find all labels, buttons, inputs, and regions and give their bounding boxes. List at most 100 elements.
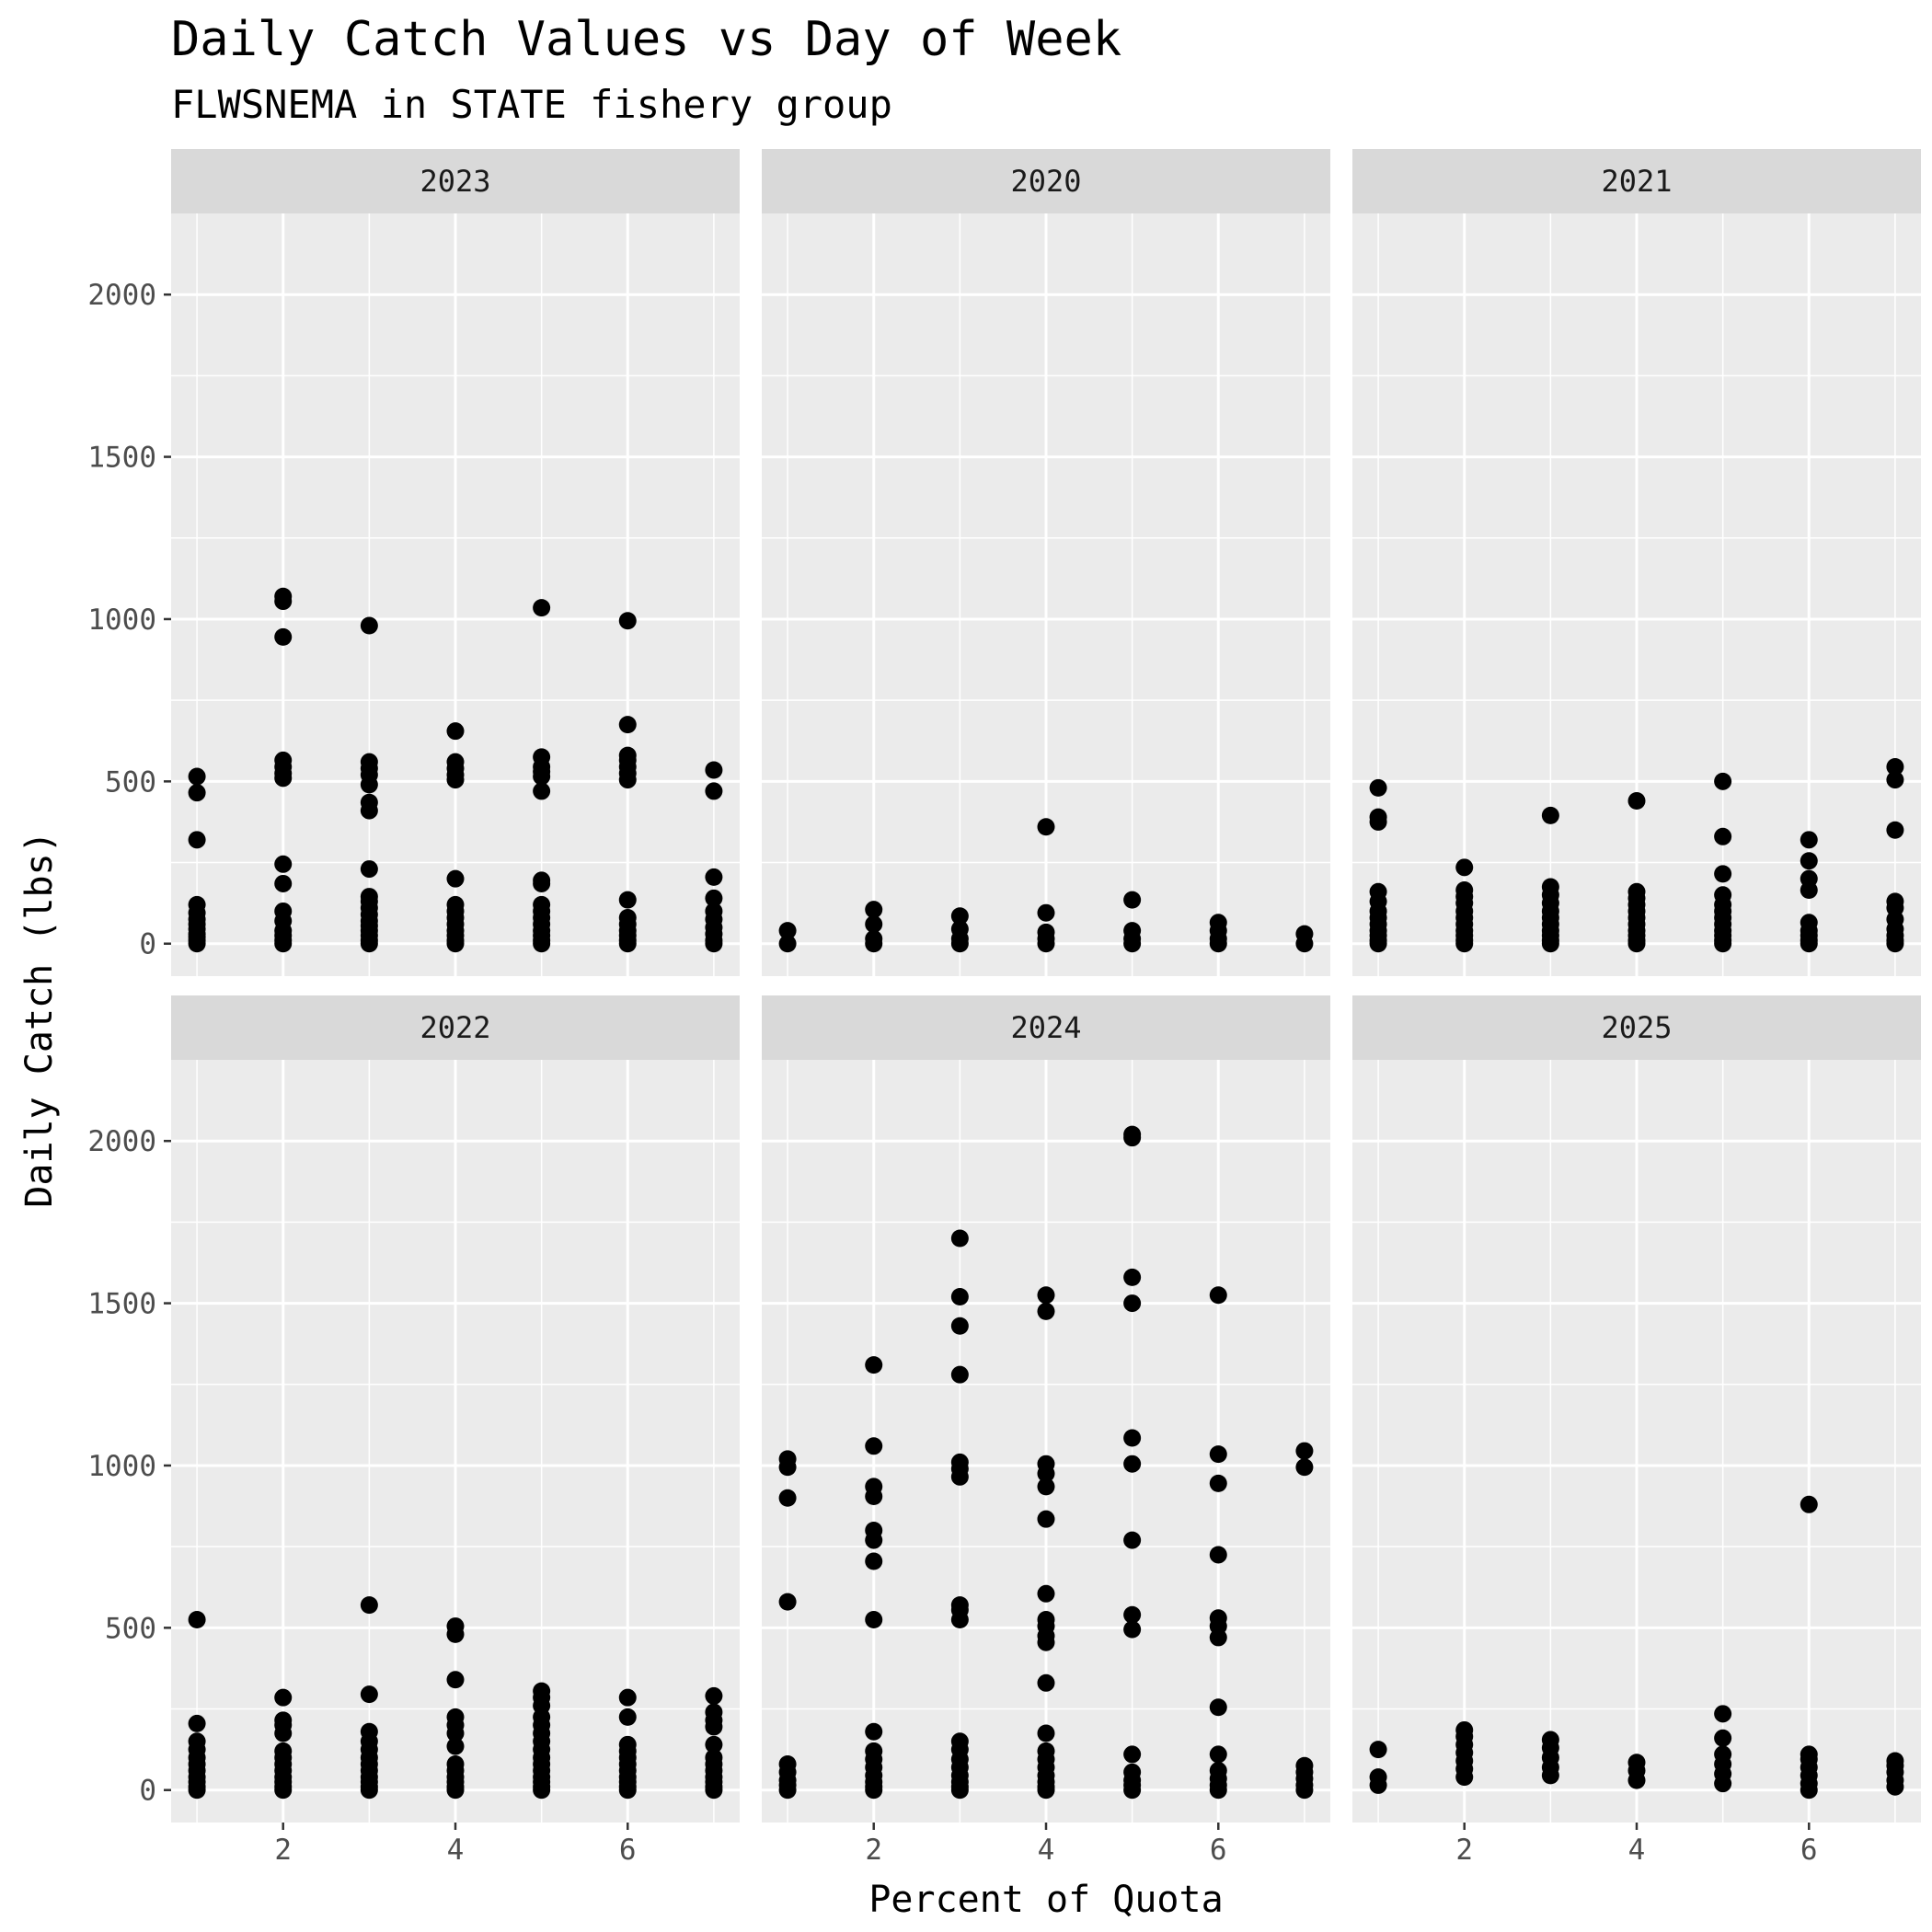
y-tick-label: 1000 bbox=[87, 604, 156, 637]
data-point bbox=[950, 1732, 969, 1751]
data-point bbox=[1037, 1611, 1055, 1629]
x-tick-label: 4 bbox=[1038, 1834, 1055, 1867]
data-point bbox=[705, 1703, 723, 1721]
data-point bbox=[1886, 757, 1904, 776]
data-point bbox=[274, 627, 293, 646]
data-point bbox=[778, 1593, 797, 1611]
y-tick-label: 1000 bbox=[87, 1450, 156, 1483]
data-point bbox=[865, 1552, 883, 1570]
data-point bbox=[446, 869, 465, 888]
data-point bbox=[865, 1437, 883, 1455]
facet-strip bbox=[171, 149, 740, 213]
data-point bbox=[865, 1611, 883, 1629]
x-tick-label: 2 bbox=[865, 1834, 882, 1867]
data-point bbox=[865, 915, 883, 934]
data-point bbox=[1541, 878, 1559, 896]
data-point bbox=[1369, 778, 1387, 797]
data-point bbox=[360, 860, 378, 879]
data-point bbox=[446, 1755, 465, 1774]
data-point bbox=[1037, 1302, 1055, 1320]
data-point bbox=[1209, 914, 1227, 932]
data-point bbox=[533, 599, 551, 617]
data-point bbox=[1123, 1605, 1142, 1624]
data-point bbox=[618, 716, 637, 734]
x-axis-title: Percent of Quota bbox=[868, 1879, 1223, 1921]
data-point bbox=[1123, 1763, 1142, 1781]
data-point bbox=[1123, 1620, 1142, 1639]
data-point bbox=[274, 874, 293, 892]
data-point bbox=[1800, 914, 1818, 932]
data-point bbox=[618, 909, 637, 927]
y-axis-title: Daily Catch (lbs) bbox=[18, 831, 61, 1207]
data-point bbox=[188, 784, 206, 802]
data-point bbox=[188, 767, 206, 786]
data-point bbox=[1714, 1705, 1732, 1723]
data-point bbox=[865, 929, 883, 948]
x-tick-label: 6 bbox=[619, 1834, 637, 1867]
facet-panel-2023: 2023 0 500 1000 1500 2000 bbox=[87, 149, 740, 976]
data-point bbox=[1123, 1294, 1142, 1313]
data-point bbox=[1369, 1768, 1387, 1787]
data-point bbox=[1037, 923, 1055, 941]
x-tick-label: 4 bbox=[1628, 1834, 1646, 1867]
data-point bbox=[1295, 925, 1314, 943]
data-point bbox=[705, 1735, 723, 1754]
data-point bbox=[1123, 1429, 1142, 1447]
data-point bbox=[446, 895, 465, 914]
data-point bbox=[1209, 1546, 1227, 1564]
x-tick-label: 6 bbox=[1210, 1834, 1227, 1867]
data-point bbox=[1627, 882, 1646, 901]
data-point bbox=[778, 1489, 797, 1507]
data-point bbox=[360, 888, 378, 906]
data-point bbox=[1714, 886, 1732, 904]
data-point bbox=[360, 753, 378, 771]
chart-title: Daily Catch Values vs Day of Week bbox=[171, 12, 1121, 67]
data-point bbox=[1455, 1720, 1474, 1739]
data-point bbox=[446, 1708, 465, 1726]
y-tick-label: 500 bbox=[105, 765, 156, 799]
y-tick-label: 1500 bbox=[87, 442, 156, 475]
data-point bbox=[1037, 1510, 1055, 1528]
data-point bbox=[1037, 1478, 1055, 1496]
data-point bbox=[950, 907, 969, 926]
y-tick-label: 0 bbox=[139, 1775, 156, 1808]
facet-strip-label: 2025 bbox=[1601, 1010, 1672, 1045]
data-point bbox=[188, 1611, 206, 1629]
data-point bbox=[1295, 1458, 1314, 1477]
data-point bbox=[1455, 881, 1474, 900]
data-point bbox=[1123, 891, 1142, 909]
y-tick-label: 1500 bbox=[87, 1288, 156, 1321]
data-point bbox=[778, 922, 797, 940]
data-point bbox=[1541, 806, 1559, 824]
x-tick-label: 6 bbox=[1800, 1834, 1818, 1867]
data-point bbox=[1541, 1731, 1559, 1749]
data-point bbox=[1037, 1724, 1055, 1742]
data-point bbox=[188, 831, 206, 849]
facet-strip-label: 2023 bbox=[420, 164, 490, 199]
data-point bbox=[1886, 1752, 1904, 1770]
data-point bbox=[533, 871, 551, 890]
data-point bbox=[360, 1596, 378, 1615]
data-point bbox=[618, 891, 637, 909]
data-point bbox=[446, 722, 465, 741]
data-point bbox=[1369, 808, 1387, 826]
data-point bbox=[950, 1596, 969, 1615]
data-point bbox=[1037, 1584, 1055, 1603]
data-point bbox=[705, 902, 723, 920]
y-tick-label: 0 bbox=[139, 928, 156, 961]
facet-panels: 2023 0 500 1000 1500 2000 2020 2021 2022 0 500 1000… bbox=[87, 149, 1921, 1867]
data-point bbox=[1037, 1742, 1055, 1760]
data-point bbox=[1714, 1729, 1732, 1747]
data-point bbox=[618, 746, 637, 765]
data-point bbox=[360, 616, 378, 635]
data-point bbox=[446, 1737, 465, 1755]
data-point bbox=[1369, 1741, 1387, 1759]
data-point bbox=[188, 1732, 206, 1751]
data-point bbox=[1627, 792, 1646, 811]
data-point bbox=[533, 782, 551, 800]
facet-strip-label: 2020 bbox=[1010, 164, 1081, 199]
x-tick-label: 2 bbox=[274, 1834, 292, 1867]
data-point bbox=[950, 1288, 969, 1306]
data-point bbox=[1800, 869, 1818, 888]
